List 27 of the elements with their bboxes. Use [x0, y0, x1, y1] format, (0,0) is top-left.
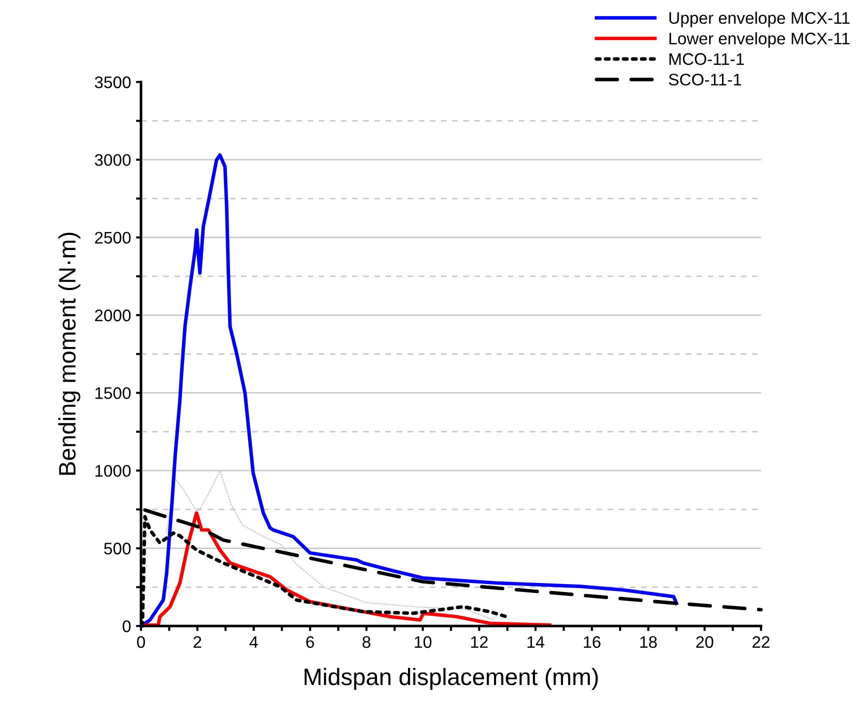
line-series [139, 153, 678, 628]
x-tick-label: 4 [249, 636, 258, 648]
y-tick-label: 3500 [94, 76, 131, 88]
x-tick-label: 2 [194, 636, 202, 648]
x-tick-label: 18 [640, 636, 657, 648]
x-tick-label: 14 [528, 636, 544, 648]
y-tick-label: 1500 [95, 387, 131, 400]
legend-label: MCO-11-1 [670, 53, 744, 65]
y-axis-title: Bending moment (N·m) [58, 232, 80, 475]
y-tick-label: 500 [104, 542, 131, 554]
y-tick-label: 1000 [95, 464, 131, 477]
y-tick-label: 2000 [95, 310, 131, 322]
x-tick-label: 8 [362, 636, 370, 648]
legend-label: Upper envelope MCX-11 [669, 12, 850, 28]
x-tick-label: 10 [414, 636, 432, 648]
legend-label: Lower envelope MCX-11 [670, 32, 850, 48]
x-tick-label: 12 [471, 636, 488, 648]
x-axis-title: Midspan displacement (mm) [304, 668, 598, 690]
x-tick-label: 16 [584, 636, 600, 648]
y-tick-label: 2500 [95, 232, 131, 244]
x-tick-label: 22 [752, 636, 770, 648]
legend-label: SCO-11-1 [668, 74, 742, 86]
x-tick-label: 0 [137, 636, 145, 648]
y-tick-label: 3000 [94, 154, 131, 166]
y-tick-label: 0 [122, 620, 131, 632]
x-tick-label: 20 [696, 636, 714, 648]
x-tick-label: 6 [306, 636, 314, 648]
